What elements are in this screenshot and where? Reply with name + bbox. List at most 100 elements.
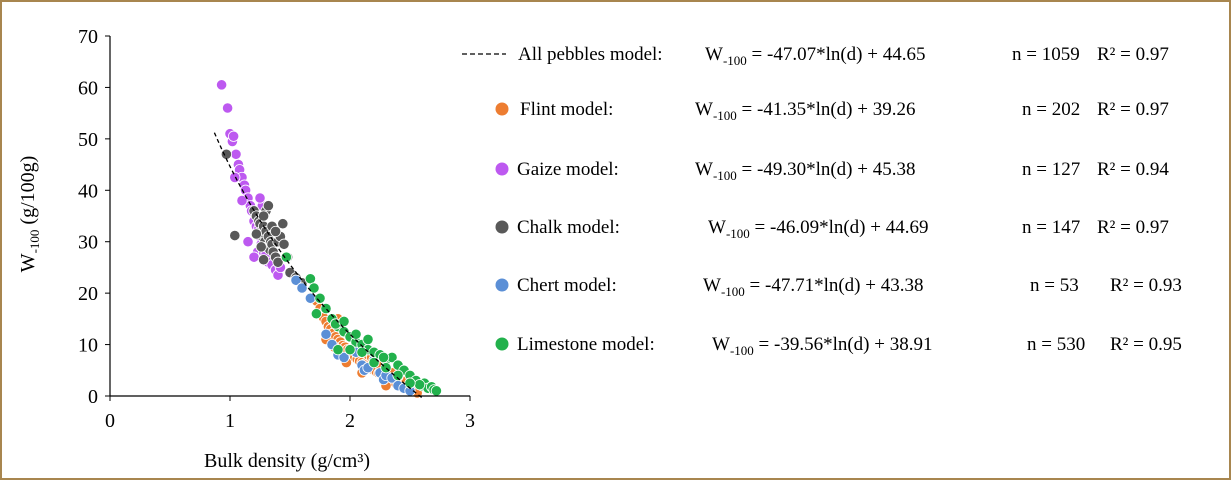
y-tick-label: 40	[78, 180, 98, 202]
data-point	[236, 194, 248, 207]
legend-n: n = 1059	[1012, 44, 1080, 65]
legend-marker	[495, 337, 509, 351]
legend-entry-gaize-model: Gaize model: W-100 = -49.30*ln(d) + 45.38…	[495, 159, 1169, 183]
legend-marker	[495, 162, 509, 176]
data-point	[308, 282, 320, 294]
data-point	[280, 251, 292, 263]
data-point	[377, 351, 390, 364]
legend-label: Flint model:	[520, 99, 613, 120]
y-tick-label: 20	[78, 283, 98, 305]
y-tick-label: 10	[78, 335, 98, 357]
data-point	[278, 238, 290, 250]
legend-equation: W-100 = -41.35*ln(d) + 39.26	[695, 99, 915, 123]
data-point	[277, 218, 289, 230]
data-point	[220, 148, 232, 160]
data-point	[269, 225, 282, 238]
legend-equation: W-100 = -47.07*ln(d) + 44.65	[705, 44, 925, 68]
legend-r2: R² = 0.97	[1097, 217, 1169, 238]
plot-area	[213, 79, 442, 399]
legend-entry-flint-model: Flint model: W-100 = -41.35*ln(d) + 39.26…	[495, 99, 1169, 123]
legend-n: n = 530	[1027, 334, 1085, 355]
legend-marker	[495, 102, 509, 116]
data-point	[320, 328, 332, 340]
y-axis-label: W-100 (g/100g)	[17, 156, 42, 273]
data-point	[229, 229, 241, 242]
data-point	[296, 282, 308, 294]
legend-marker	[495, 220, 509, 234]
legend-r2: R² = 0.93	[1110, 275, 1182, 296]
y-tick-label: 30	[78, 232, 98, 254]
data-point	[272, 256, 284, 268]
legend-entry-chert-model: Chert model: W-100 = -47.71*ln(d) + 43.38…	[495, 275, 1182, 299]
data-point	[228, 130, 240, 142]
data-point	[230, 148, 242, 160]
data-point	[368, 356, 380, 369]
data-point	[257, 210, 270, 222]
legend-label: Gaize model:	[517, 159, 619, 180]
data-point	[304, 273, 316, 285]
data-point	[222, 102, 234, 114]
data-point	[248, 251, 260, 263]
data-point	[338, 315, 350, 328]
x-tick-label: 2	[345, 410, 355, 432]
legend-entry-limestone-model: Limestone model: W-100 = -39.56*ln(d) + 3…	[495, 334, 1182, 358]
data-point	[216, 79, 228, 91]
legend-label: Limestone model:	[517, 334, 655, 355]
legend-label: Chert model:	[517, 275, 617, 296]
legend-entry-all-pebbles-model: All pebbles model: W-100 = -47.07*ln(d) +…	[462, 44, 1169, 68]
x-tick-label: 3	[465, 410, 475, 432]
data-point	[413, 379, 426, 391]
legend-entry-chalk-model: Chalk model: W-100 = -46.09*ln(d) + 44.69…	[495, 217, 1169, 241]
legend-r2: R² = 0.94	[1097, 159, 1169, 180]
legend-n: n = 202	[1022, 99, 1080, 120]
legend-marker	[495, 278, 509, 292]
data-point	[362, 333, 374, 346]
y-axis-label-sub: -100	[27, 230, 42, 254]
y-tick-label: 50	[78, 129, 98, 151]
data-point	[314, 292, 326, 304]
data-point	[332, 344, 344, 356]
legend-r2: R² = 0.95	[1110, 334, 1182, 355]
legend-equation: W-100 = -39.56*ln(d) + 38.91	[712, 334, 932, 358]
data-point	[350, 328, 362, 340]
legend: All pebbles model: W-100 = -47.07*ln(d) +…	[462, 44, 1182, 358]
legend-label: All pebbles model:	[518, 44, 663, 65]
series-chalk-model	[220, 148, 308, 289]
data-point	[257, 254, 270, 266]
y-tick-label: 60	[78, 77, 98, 99]
data-point	[255, 241, 267, 253]
x-axis-label: Bulk density (g/cm³)	[204, 450, 370, 472]
data-point	[310, 308, 322, 320]
data-point	[250, 228, 262, 240]
data-point	[290, 274, 302, 286]
y-axis-label-main: W	[17, 253, 39, 272]
data-point	[242, 236, 254, 248]
legend-equation: W-100 = -46.09*ln(d) + 44.69	[708, 217, 928, 241]
data-point	[262, 200, 274, 212]
legend-equation: W-100 = -47.71*ln(d) + 43.38	[703, 275, 923, 299]
data-point	[392, 369, 404, 382]
x-tick-label: 0	[105, 410, 115, 432]
legend-equation: W-100 = -49.30*ln(d) + 45.38	[695, 159, 915, 183]
data-point	[229, 171, 241, 184]
legend-r2: R² = 0.97	[1097, 99, 1169, 120]
legend-n: n = 127	[1022, 159, 1080, 180]
x-tick-label: 1	[225, 410, 235, 432]
y-axis-label-unit: (g/100g)	[17, 156, 39, 230]
data-point	[254, 192, 266, 204]
data-point	[338, 351, 350, 364]
legend-r2: R² = 0.97	[1097, 44, 1169, 65]
data-point	[356, 346, 368, 358]
y-tick-label: 70	[78, 26, 98, 48]
data-point	[344, 344, 356, 356]
legend-n: n = 147	[1022, 217, 1080, 238]
data-point	[430, 385, 442, 397]
all-pebbles-model-line	[213, 132, 423, 399]
axes: 0 10 20 30 40 50 60 70 0 1 2 3	[78, 26, 475, 432]
y-tick-label: 0	[88, 386, 98, 408]
data-point	[404, 377, 416, 389]
legend-n: n = 53	[1030, 275, 1079, 296]
legend-label: Chalk model:	[517, 217, 620, 238]
